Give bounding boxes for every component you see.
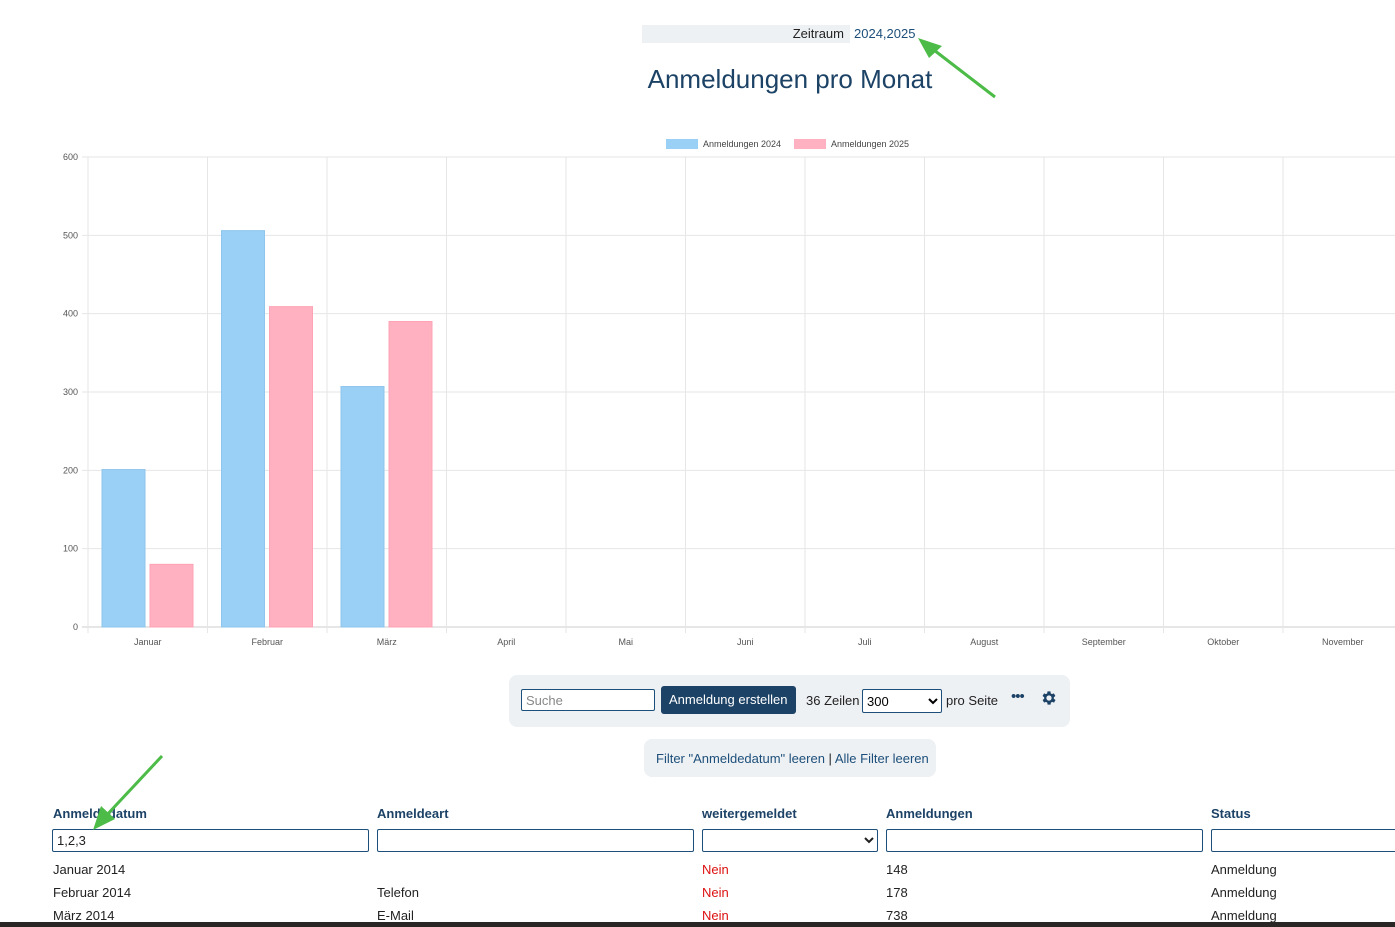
create-registration-button[interactable]: Anmeldung erstellen (661, 686, 796, 714)
filter-separator: | (828, 751, 832, 766)
x-tick-label: September (1082, 637, 1126, 647)
cell-status: Anmeldung (1211, 862, 1277, 877)
y-tick-label: 500 (63, 230, 78, 240)
bar (340, 386, 385, 628)
legend-label: Anmeldungen 2025 (831, 139, 909, 149)
table-toolbar: Anmeldung erstellen 36 Zeilen 300 pro Se… (509, 675, 1070, 727)
x-tick-label: Juli (858, 637, 872, 647)
legend-label: Anmeldungen 2024 (703, 139, 781, 149)
clear-date-filter-link[interactable]: Filter "Anmeldedatum" leeren (656, 751, 825, 766)
cell-status: Anmeldung (1211, 908, 1277, 923)
x-tick-label: Mai (618, 637, 633, 647)
column-header-anmeldeart[interactable]: Anmeldeart (377, 806, 449, 821)
period-selector: Zeitraum (642, 25, 850, 43)
filter-weitergemeldet-select[interactable] (702, 829, 878, 852)
column-header-weitergemeldet[interactable]: weitergemeldet (702, 806, 797, 821)
cell-art: E-Mail (377, 908, 414, 923)
cell-status: Anmeldung (1211, 885, 1277, 900)
per-page-select[interactable]: 300 (862, 689, 942, 713)
x-tick-label: Februar (251, 637, 283, 647)
cell-art: Telefon (377, 885, 419, 900)
x-tick-label: August (970, 637, 999, 647)
search-input[interactable] (521, 689, 655, 711)
filter-anmeldungen-input[interactable] (886, 829, 1203, 852)
rows-count: 36 Zeilen (806, 693, 860, 708)
bar (149, 563, 194, 628)
bar (221, 230, 265, 628)
x-tick-label: Januar (134, 637, 162, 647)
column-header-status[interactable]: Status (1211, 806, 1251, 821)
ellipsis-icon[interactable]: ••• (1011, 688, 1025, 705)
x-tick-label: Oktober (1207, 637, 1239, 647)
cell-weitergemeldet: Nein (702, 862, 729, 877)
cell-datum: Januar 2014 (53, 862, 126, 877)
y-tick-label: 600 (63, 152, 78, 162)
y-tick-label: 400 (63, 309, 78, 319)
legend-swatch (794, 139, 826, 149)
column-header-anmeldungen[interactable]: Anmeldungen (886, 806, 973, 821)
y-tick-label: 200 (63, 465, 78, 475)
column-header-anmeldedatum[interactable]: Anmeldedatum (53, 806, 147, 821)
bar-chart: 0 100 200 300 400 500 600 Januar Februar März Apri… (63, 139, 1395, 647)
filter-bar: Filter "Anmeldedatum" leeren | Alle Filt… (644, 739, 936, 777)
cell-weitergemeldet: Nein (702, 908, 729, 923)
per-page-label: pro Seite (946, 693, 999, 708)
cell-weitergemeldet: Nein (702, 885, 729, 900)
y-tick-label: 300 (63, 387, 78, 397)
y-tick-label: 0 (73, 622, 78, 632)
cell-datum: März 2014 (53, 908, 115, 923)
filter-status-input[interactable] (1211, 829, 1395, 852)
bar (101, 469, 146, 628)
x-tick-label: Juni (737, 637, 754, 647)
x-tick-label: März (377, 637, 397, 647)
period-label: Zeitraum (792, 26, 844, 41)
bar (269, 306, 313, 628)
cell-anmeldungen: 148 (886, 862, 908, 877)
x-tick-label: April (497, 637, 515, 647)
clear-all-filters-link[interactable]: Alle Filter leeren (834, 751, 929, 766)
cell-datum: Februar 2014 (53, 885, 132, 900)
y-tick-label: 100 (63, 544, 78, 554)
cell-anmeldungen: 178 (886, 885, 908, 900)
filter-anmeldeart-input[interactable] (377, 829, 694, 852)
page-title: Anmeldungen pro Monat (647, 64, 933, 94)
legend-swatch (666, 139, 698, 149)
bottom-edge (0, 922, 1395, 927)
bar (388, 321, 433, 628)
period-value-link[interactable]: 2024,2025 (854, 26, 916, 41)
cell-anmeldungen: 738 (886, 908, 908, 923)
x-tick-label: November (1322, 637, 1364, 647)
gear-icon[interactable] (1040, 689, 1058, 707)
filter-anmeldedatum-input[interactable] (52, 829, 369, 852)
